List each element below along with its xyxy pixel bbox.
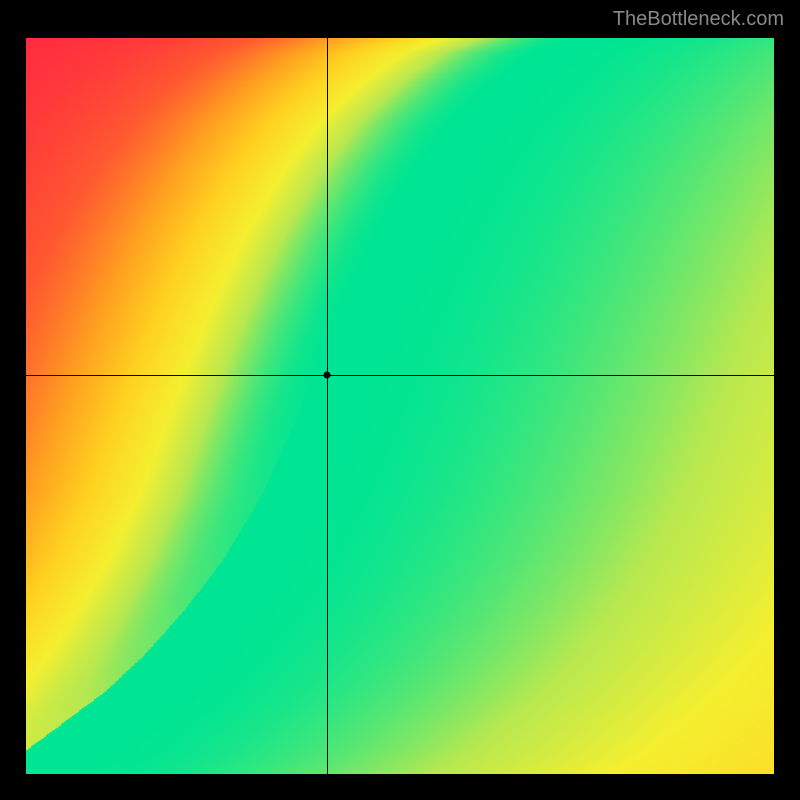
watermark-text: TheBottleneck.com [613, 8, 784, 31]
heatmap-plot [26, 38, 774, 774]
marker-dot [323, 372, 330, 379]
crosshair-horizontal [26, 375, 774, 376]
heatmap-canvas [26, 38, 774, 774]
crosshair-vertical [327, 38, 328, 774]
